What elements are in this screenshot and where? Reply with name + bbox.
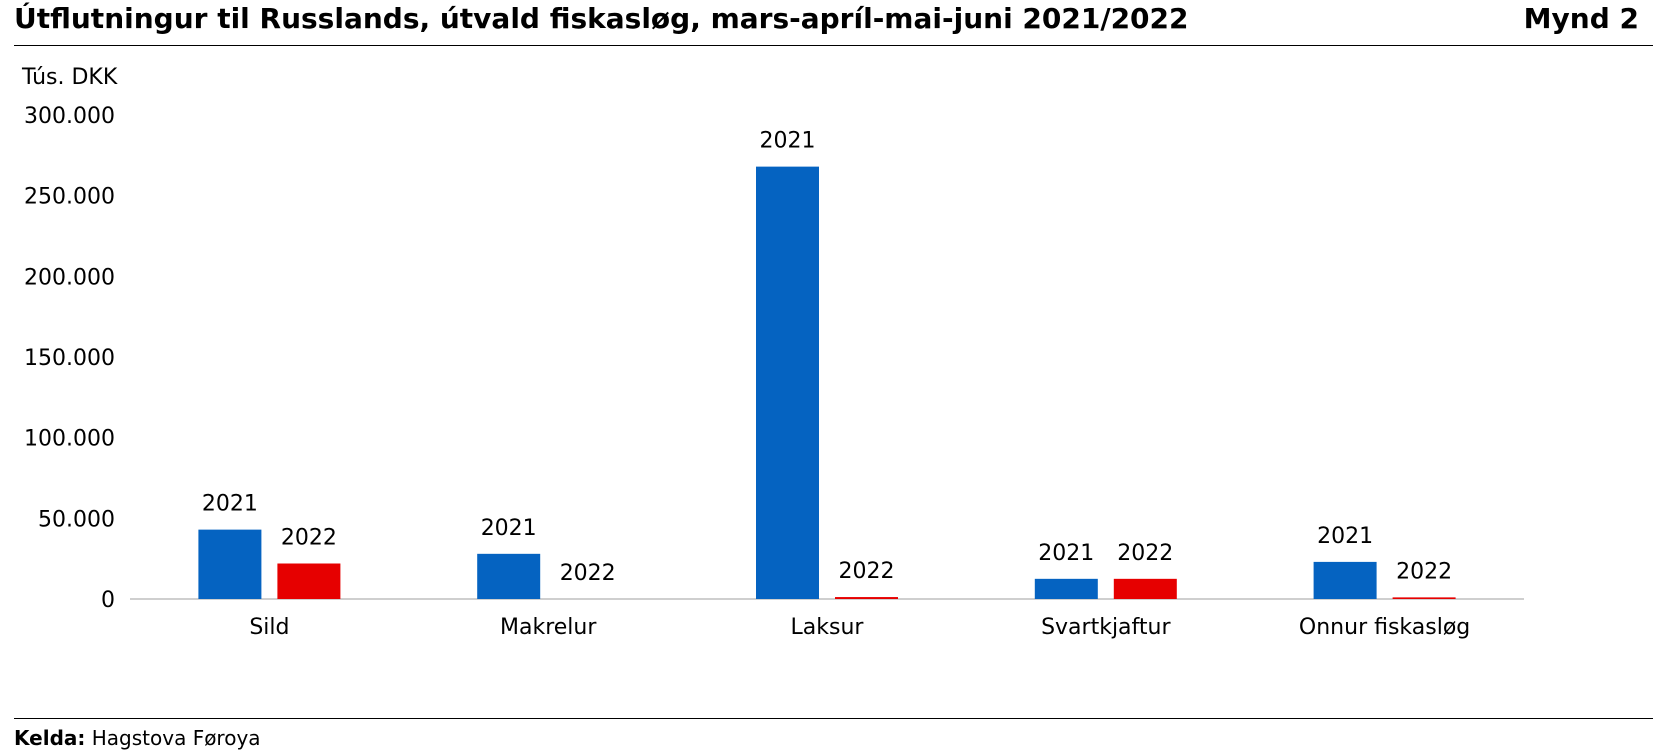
chart-header: Útflutningur til Russlands, útvald fiska… — [0, 0, 1653, 46]
bar-2021-sild — [198, 529, 262, 599]
y-axis-ticks: 0 50.000 100.000 150.000 200.000 250.000 300.0… — [24, 104, 115, 613]
chart-title: Útflutningur til Russlands, útvald fiska… — [14, 2, 1189, 35]
category-label: Laksur — [791, 615, 865, 640]
source-note: Kelda: Hagstova Føroya — [14, 726, 261, 750]
data-label: 2021 — [1317, 524, 1373, 549]
source-label: Kelda: — [14, 726, 86, 750]
y-tick-label: 0 — [101, 588, 115, 613]
bar-2021-onnur-fiskasløg — [1313, 561, 1377, 599]
data-labels-group: 2021 2022 2021 2022 2021 2022 2021 2022 2021 2022 — [202, 129, 1452, 586]
data-label: 2021 — [760, 129, 816, 154]
data-label: 2022 — [1396, 559, 1452, 584]
bar-2022-onnur-fiskasløg — [1392, 597, 1456, 599]
data-label: 2021 — [1038, 541, 1094, 566]
y-tick-label: 200.000 — [24, 265, 115, 290]
data-label: 2021 — [202, 492, 258, 517]
bar-2021-makrelur — [477, 553, 541, 599]
y-tick-label: 150.000 — [24, 346, 115, 371]
y-tick-label: 50.000 — [38, 507, 115, 532]
category-label: Onnur fiskasløg — [1299, 615, 1470, 640]
data-label: 2021 — [481, 516, 537, 541]
data-label: 2022 — [560, 561, 616, 586]
top-rule — [14, 45, 1653, 46]
bottom-rule — [14, 718, 1653, 719]
bar-2022-sild — [277, 563, 341, 599]
source-text: Hagstova Føroya — [91, 726, 261, 750]
bar-chart: Tús. DKK 0 50.000 100.000 150.000 200.000 250… — [21, 65, 1524, 640]
y-tick-label: 300.000 — [24, 104, 115, 129]
data-label: 2022 — [1117, 541, 1173, 566]
bar-2021-svartkjaftur — [1034, 578, 1098, 599]
bar-2022-laksur — [835, 597, 898, 599]
bar-2021-laksur — [756, 166, 819, 600]
data-label: 2022 — [281, 526, 337, 551]
data-label: 2022 — [839, 559, 895, 584]
bars-group — [198, 166, 1456, 600]
y-tick-label: 100.000 — [24, 427, 115, 452]
y-axis-label: Tús. DKK — [21, 65, 118, 90]
bar-2022-svartkjaftur — [1113, 578, 1177, 599]
category-labels-group: Sild Makrelur Laksur Svartkjaftur Onnur fisk… — [249, 615, 1470, 640]
figure-label: Mynd 2 — [1523, 2, 1639, 35]
y-tick-label: 250.000 — [24, 185, 115, 210]
category-label: Sild — [249, 615, 289, 640]
category-label: Svartkjaftur — [1041, 615, 1171, 640]
category-label: Makrelur — [500, 615, 597, 640]
